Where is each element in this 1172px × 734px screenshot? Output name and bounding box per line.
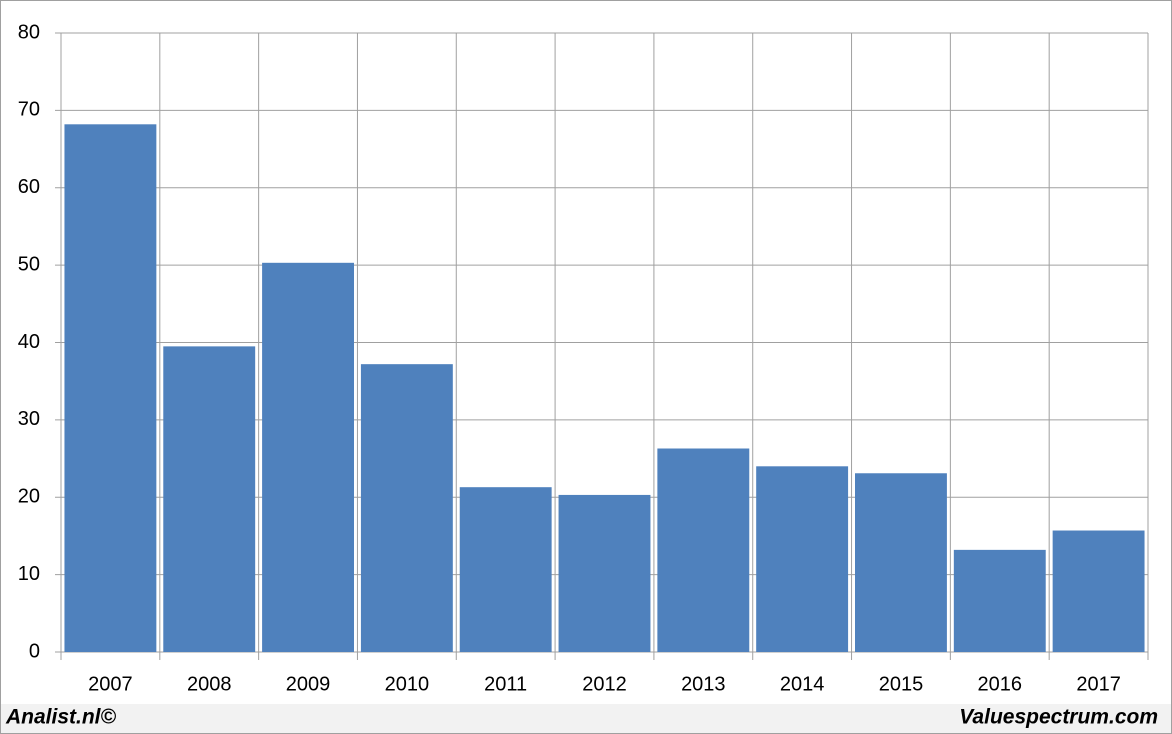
x-tick-label: 2013 <box>681 673 726 695</box>
x-tick-label: 2016 <box>978 673 1023 695</box>
x-tick-label: 2009 <box>286 673 331 695</box>
bar <box>163 346 256 652</box>
x-tick-label: 2015 <box>879 673 924 695</box>
y-tick-label: 40 <box>18 331 40 353</box>
bar <box>1052 530 1145 652</box>
y-tick-label: 50 <box>18 253 40 275</box>
x-tick-label: 2014 <box>780 673 825 695</box>
footer-band <box>1 704 1171 733</box>
y-tick-label: 60 <box>18 176 40 198</box>
x-tick-label: 2008 <box>187 673 232 695</box>
bar <box>459 487 552 652</box>
bar <box>953 549 1046 652</box>
x-tick-label: 2011 <box>484 673 527 695</box>
bar <box>360 364 453 652</box>
y-tick-label: 20 <box>18 486 40 508</box>
bar <box>64 124 157 653</box>
y-tick-label: 0 <box>29 640 40 662</box>
bar <box>262 262 354 652</box>
bar <box>855 473 947 652</box>
y-tick-label: 30 <box>18 408 40 430</box>
y-tick-label: 10 <box>18 563 40 585</box>
footer-left: Analist.nl© <box>5 706 117 729</box>
y-tick-label: 80 <box>18 21 40 43</box>
y-tick-label: 70 <box>18 99 40 121</box>
bar <box>756 466 849 652</box>
x-tick-label: 2012 <box>582 673 627 695</box>
x-tick-label: 2017 <box>1076 673 1121 695</box>
bar <box>657 448 750 652</box>
x-tick-label: 2007 <box>88 673 133 695</box>
bar <box>558 494 651 652</box>
footer-right: Valuespectrum.com <box>959 706 1158 729</box>
x-tick-label: 2010 <box>385 673 430 695</box>
